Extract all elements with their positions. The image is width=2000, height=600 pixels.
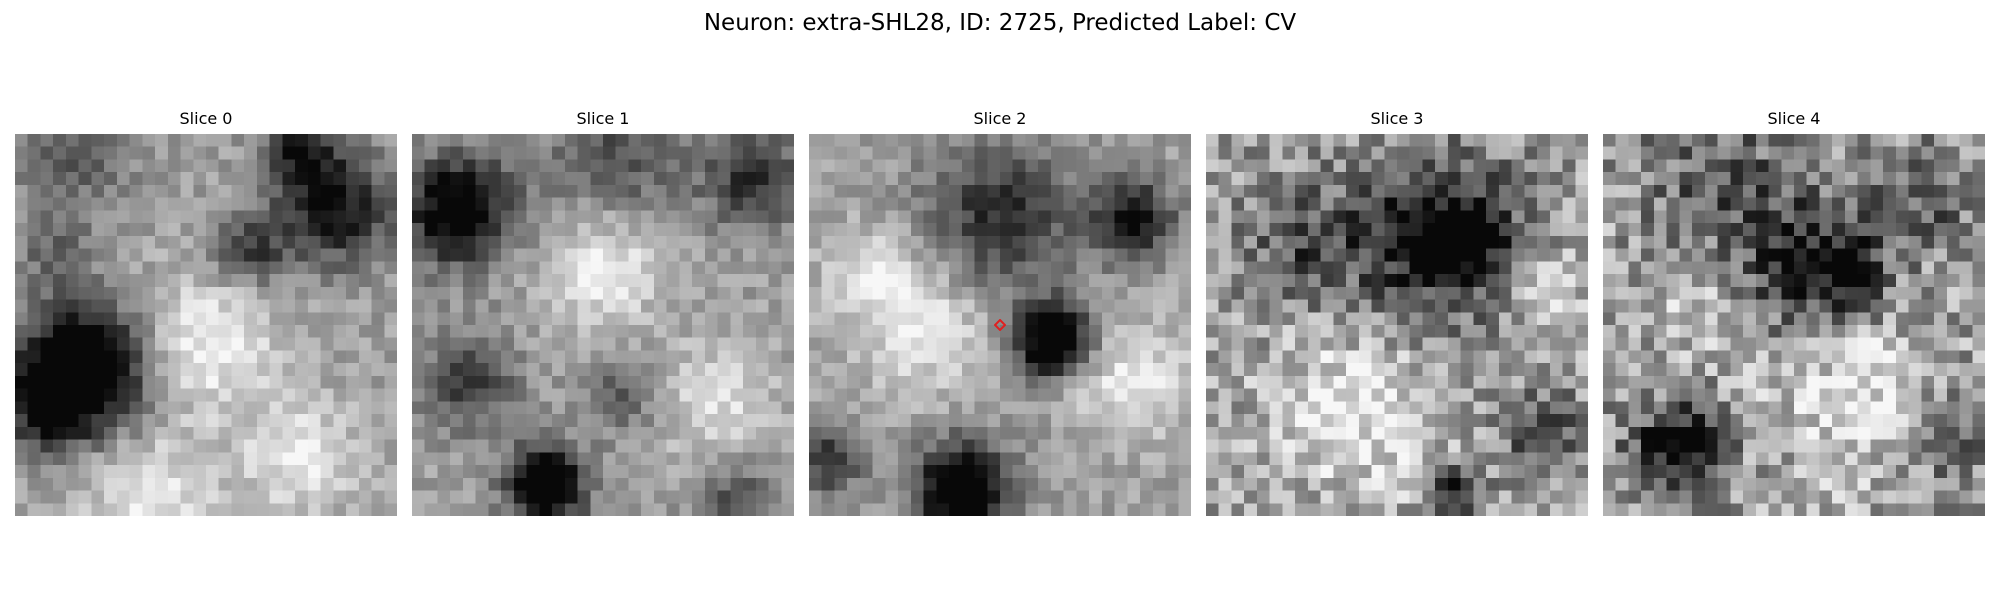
slice-1-image: [412, 134, 794, 516]
slice-0-image: [15, 134, 397, 516]
slice-4-panel: Slice 4: [1603, 108, 1985, 518]
slice-2-image: [809, 134, 1191, 516]
slice-1-title: Slice 1: [576, 109, 630, 128]
slice-3-panel: Slice 3: [1206, 108, 1588, 518]
slice-2-panel: Slice 2: [809, 108, 1191, 518]
slice-0-title: Slice 0: [179, 109, 233, 128]
slice-4-title: Slice 4: [1767, 109, 1821, 128]
slice-1-panel: Slice 1: [412, 108, 794, 518]
slice-3-title: Slice 3: [1370, 109, 1424, 128]
slice-4-image: [1603, 134, 1985, 516]
slice-0-panel: Slice 0: [15, 108, 397, 518]
figure-title: Neuron: extra-SHL28, ID: 2725, Predicted…: [703, 10, 1297, 36]
slice-2-title: Slice 2: [973, 109, 1027, 128]
slice-3-image: [1206, 134, 1588, 516]
